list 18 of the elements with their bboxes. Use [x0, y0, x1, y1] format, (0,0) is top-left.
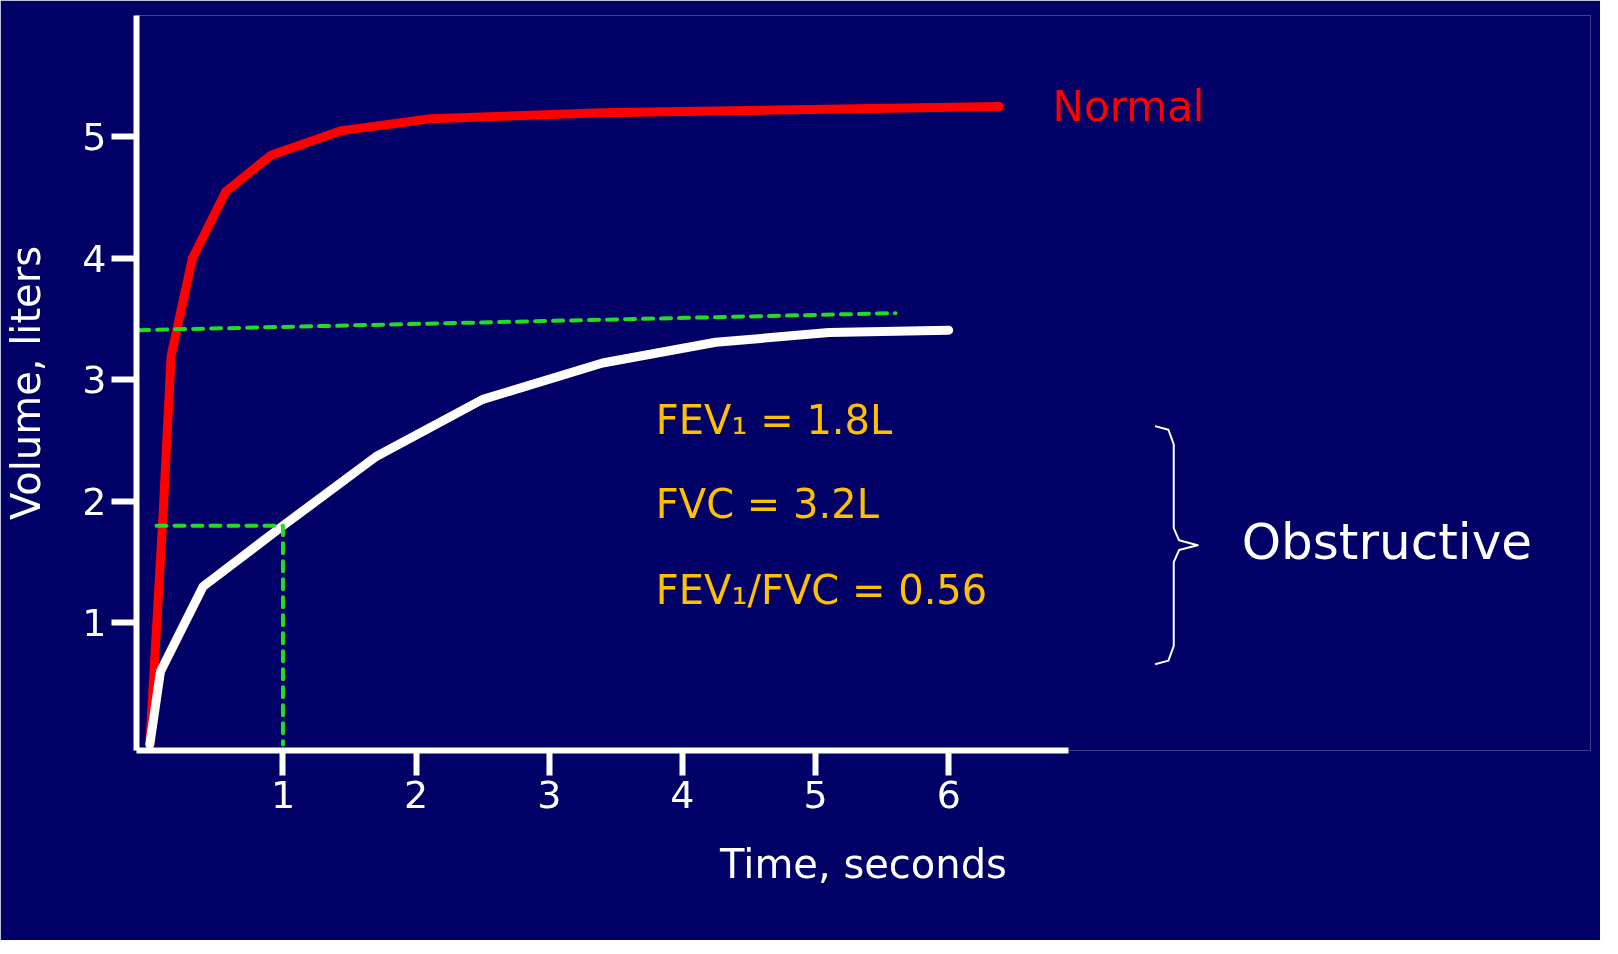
annotation: FEV₁ = 1.8L: [655, 397, 894, 444]
x-tick-label: 1: [270, 772, 296, 817]
x-tick-label: 4: [670, 772, 695, 817]
y-tick-label: 1: [82, 601, 107, 646]
y-tick-label: 4: [82, 236, 107, 281]
x-tick-label: 6: [936, 772, 961, 817]
text: Obstructive: [1241, 512, 1532, 571]
series-label: Normal: [1052, 82, 1205, 132]
x-tick-label: 5: [803, 772, 828, 817]
y-tick-label: 2: [82, 479, 107, 524]
y-axis-title: Volume, liters: [3, 245, 50, 520]
y-tick-label: 3: [82, 358, 107, 403]
x-tick-label: 2: [404, 772, 429, 817]
x-axis-title: Time, seconds: [719, 840, 1007, 887]
y-tick-label: 5: [82, 115, 107, 160]
annotation: FVC = 3.2L: [655, 480, 880, 527]
annotation: FEV₁/FVC = 0.56: [655, 567, 988, 614]
x-tick-label: 3: [537, 772, 562, 817]
